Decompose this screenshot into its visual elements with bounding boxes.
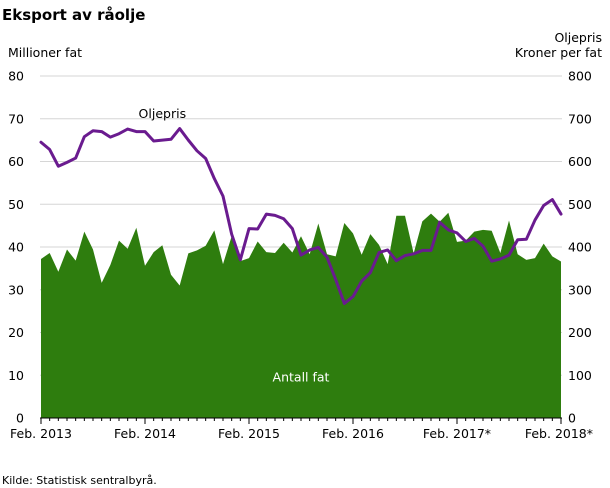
left-axis-label: Millioner fat [8,45,82,60]
y-tick-label-left: 40 [8,240,24,255]
y-tick-label-left: 60 [8,154,24,169]
right-axis-ticks: 0 100 200 300 400 500 600 700 800 [568,69,592,426]
y-tick-label-left: 10 [8,368,24,383]
y-tick-label-right: 100 [568,368,592,383]
chart-title: Eksport av råolje [2,6,145,24]
x-tick-label: Feb. 2017* [423,426,491,441]
right-axis-label-line1: Oljepris [554,30,602,45]
y-tick-label-right: 800 [568,69,592,84]
y-tick-label-right: 600 [568,154,592,169]
y-tick-label-left: 70 [8,111,24,126]
y-tick-label-right: 300 [568,282,592,297]
source-note: Kilde: Statistisk sentralbyrå. [2,474,157,487]
y-tick-label-right: 0 [568,411,576,426]
x-tick-label: Feb. 2016 [322,426,384,441]
y-tick-label-right: 700 [568,111,592,126]
oljepris-line [39,127,563,305]
right-axis-label-line2: Kroner per fat [515,45,602,60]
x-tick-label: Feb. 2014 [114,426,176,441]
oljepris-series [39,127,563,305]
y-tick-label-right: 500 [568,197,592,212]
y-tick-label-left: 20 [8,325,24,340]
x-axis-ticks: Feb. 2013 Feb. 2014 Feb. 2015 Feb. 2016 Feb.… [10,418,593,441]
antall-fat-area [41,212,561,418]
left-axis-ticks: 0 10 20 30 40 50 60 70 80 [8,69,24,426]
x-tick-label: Feb. 2015 [218,426,280,441]
y-tick-label-left: 50 [8,197,24,212]
antall-fat-annotation: Antall fat [273,370,330,385]
y-tick-label-left: 30 [8,282,24,297]
x-tick-label: Feb. 2018* [525,426,593,441]
antall-fat-series [41,212,561,418]
y-tick-label-left: 80 [8,69,24,84]
x-tick-label: Feb. 2013 [10,426,72,441]
y-tick-label-right: 200 [568,325,592,340]
y-tick-label-right: 400 [568,240,592,255]
y-tick-label-left: 0 [16,411,24,426]
oljepris-annotation: Oljepris [139,106,187,121]
